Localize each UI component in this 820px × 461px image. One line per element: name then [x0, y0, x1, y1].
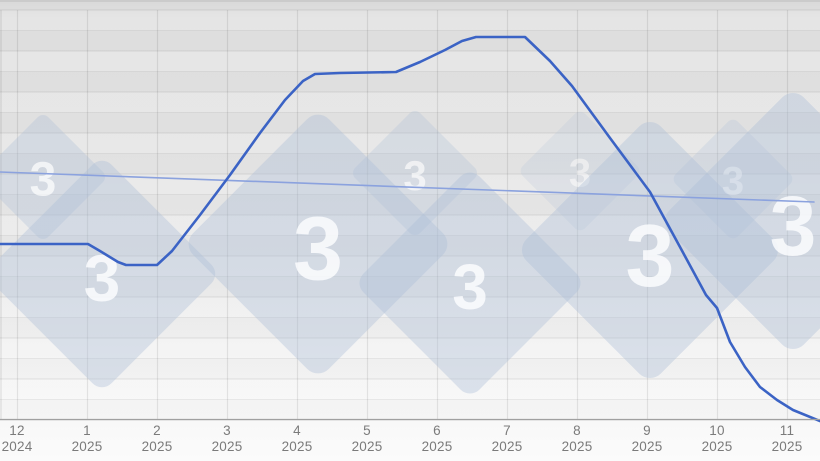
- x-axis-label-10-2025: 10 2025: [677, 423, 757, 454]
- watermark-3-glyph: 3: [30, 153, 57, 206]
- x-axis-label-8-2025: 8 2025: [537, 423, 617, 454]
- x-axis-label-4-2025: 4 2025: [257, 423, 337, 454]
- x-axis-label-year: 2025: [141, 438, 173, 454]
- x-axis-label-month: 1: [83, 423, 91, 438]
- x-axis-label-2-2025: 2 2025: [117, 423, 197, 454]
- x-axis-label-year: 2025: [491, 438, 523, 454]
- x-axis-label-month: 6: [433, 423, 441, 438]
- x-axis-label-6-2025: 6 2025: [397, 423, 477, 454]
- watermark-3-glyph: 3: [722, 159, 744, 203]
- watermark-3-diamond: 3: [0, 160, 216, 388]
- x-axis-label-month: 10: [709, 423, 725, 438]
- watermark-3-diamond: 3: [0, 114, 106, 240]
- x-axis-label-11-2025: 11 2025: [747, 423, 820, 454]
- x-axis-label-year: 2025: [771, 438, 803, 454]
- x-axis-label-month: 8: [573, 423, 581, 438]
- x-axis-label-month: 9: [643, 423, 651, 438]
- watermark-3-glyph: 3: [770, 179, 817, 273]
- x-axis-label-month: 11: [779, 423, 795, 438]
- watermark-3-glyph: 3: [452, 251, 488, 323]
- left-border: [0, 10, 2, 420]
- x-axis-label-month: 3: [223, 423, 231, 438]
- watermark-3-glyph: 3: [569, 151, 591, 195]
- watermark-3-diamond: 3: [521, 121, 779, 379]
- x-axis-label-month: 2: [153, 423, 161, 438]
- x-axis-label-year: 2025: [71, 438, 103, 454]
- x-axis-label-month: 7: [503, 423, 511, 438]
- x-axis-label-month: 4: [293, 423, 301, 438]
- x-axis-label-7-2025: 7 2025: [467, 423, 547, 454]
- x-axis-label-year: 2025: [421, 438, 453, 454]
- trend-line: [0, 171, 815, 203]
- watermark-3-diamond: 3: [520, 111, 640, 231]
- x-axis-label-year: 2024: [1, 438, 33, 454]
- watermark-3-diamond: 3: [188, 114, 448, 374]
- top-border: [0, 0, 820, 2]
- watermark-3-glyph: 3: [293, 199, 343, 299]
- x-axis-label-month: 12: [9, 423, 25, 438]
- x-axis-label-5-2025: 5 2025: [327, 423, 407, 454]
- x-axis-label-year: 2025: [561, 438, 593, 454]
- x-axis-label-9-2025: 9 2025: [607, 423, 687, 454]
- watermark-3-diamond: 3: [359, 172, 581, 394]
- x-axis-label-year: 2025: [281, 438, 313, 454]
- plot-background: [0, 10, 820, 420]
- x-axis-label-month: 5: [363, 423, 371, 438]
- watermark-layer: 333333333: [0, 92, 820, 394]
- x-axis-label-year: 2025: [351, 438, 383, 454]
- watermark-3-diamond: 3: [664, 92, 820, 350]
- price-line: [0, 35, 820, 423]
- watermark-3-diamond: 3: [673, 119, 793, 239]
- x-axis-label-12-2024: 12 2024: [0, 423, 57, 454]
- x-axis-label-3-2025: 3 2025: [187, 423, 267, 454]
- x-axis-label-year: 2025: [211, 438, 243, 454]
- x-axis-label-year: 2025: [631, 438, 663, 454]
- x-axis-label-year: 2025: [701, 438, 733, 454]
- x-axis-label-1-2025: 1 2025: [47, 423, 127, 454]
- v-gridlines: [16, 10, 789, 420]
